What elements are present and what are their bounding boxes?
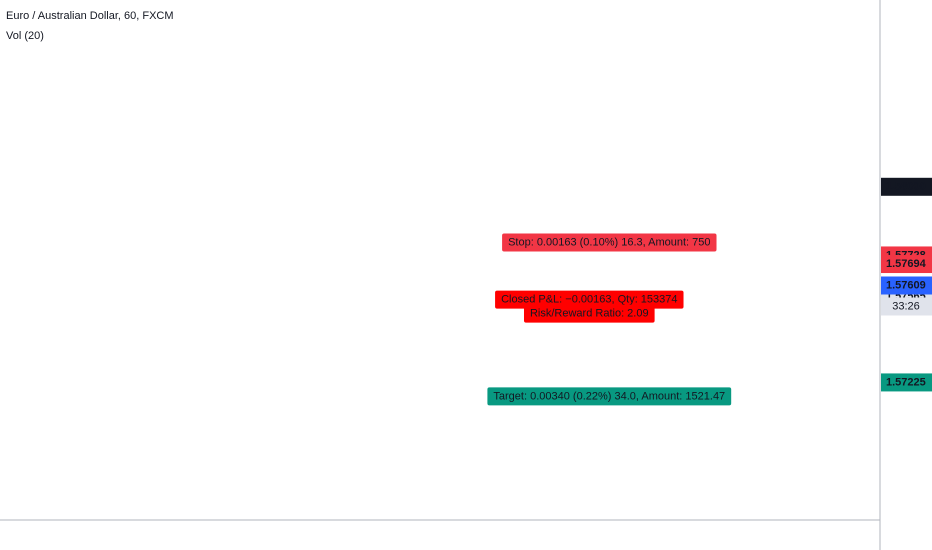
price-label: 1.58000 [886,181,926,193]
target-label: Target: 0.00340 (0.22%) 34.0, Amount: 15… [493,390,725,402]
current-price-label-bg [881,276,932,295]
price-label: 1.57225 [886,376,926,388]
indicator-label: Vol (20) [6,30,44,42]
countdown-bg [881,297,932,316]
pnl-label: Closed P&L: −0.00163, Qty: 153374 [501,294,677,306]
price-label-bg [881,255,932,274]
current-price-label: 1.57609 [886,279,926,291]
countdown: 33:26 [892,300,920,312]
stop-label-bg [502,233,717,252]
pnl-label-bg [495,290,684,309]
stop-label: Stop: 0.00163 (0.10%) 16.3, Amount: 750 [508,236,710,248]
price-label-bg [881,177,932,196]
price-label: 1.57694 [886,258,927,270]
ratio-label-bg [523,304,655,323]
ratio-label: Risk/Reward Ratio: 2.09 [530,308,649,320]
chart-title: Euro / Australian Dollar, 60, FXCM [6,10,174,22]
target-label-bg [487,387,732,406]
price-label-bg [881,373,932,392]
